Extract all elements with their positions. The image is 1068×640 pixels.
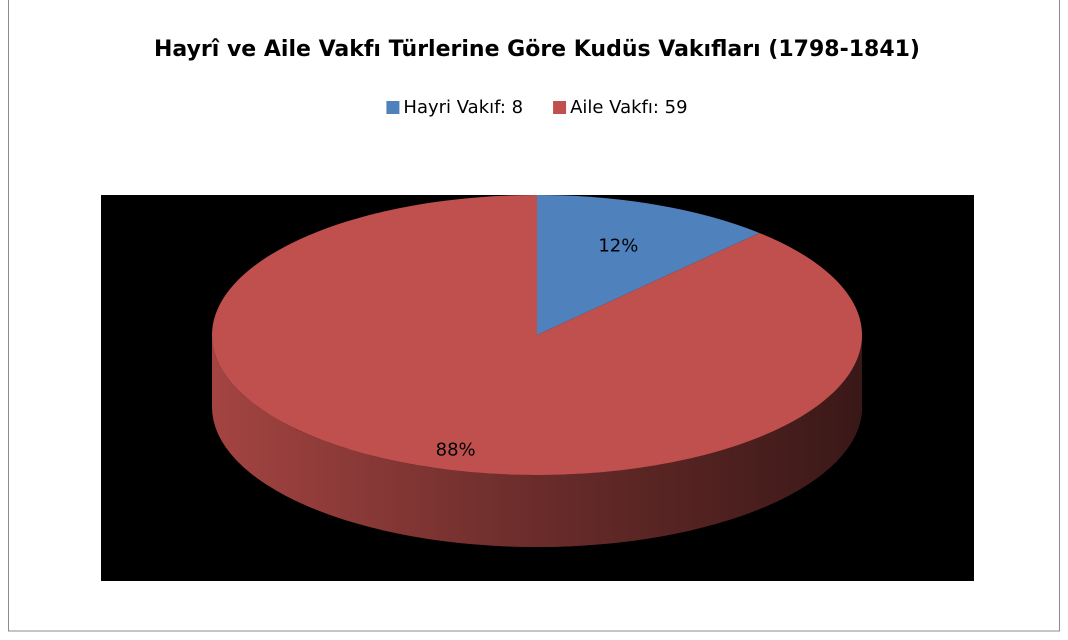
- data-label: 12%: [598, 235, 638, 256]
- legend-label: Aile Vakfı: 59: [570, 97, 688, 118]
- legend-swatch: [386, 101, 400, 114]
- data-label: 88%: [436, 439, 476, 460]
- pie-slice: [537, 195, 760, 335]
- legend-swatch: [553, 101, 567, 114]
- chart-title: Hayrî ve Aile Vakfı Türlerine Göre Kudüs…: [154, 37, 920, 62]
- pie-slice: [211, 195, 863, 475]
- legend: Hayri Vakıf: 8 Aile Vakfı: 59: [386, 97, 688, 118]
- legend-label: Hayri Vakıf: 8: [403, 97, 523, 118]
- pie-side-shade: [212, 335, 862, 547]
